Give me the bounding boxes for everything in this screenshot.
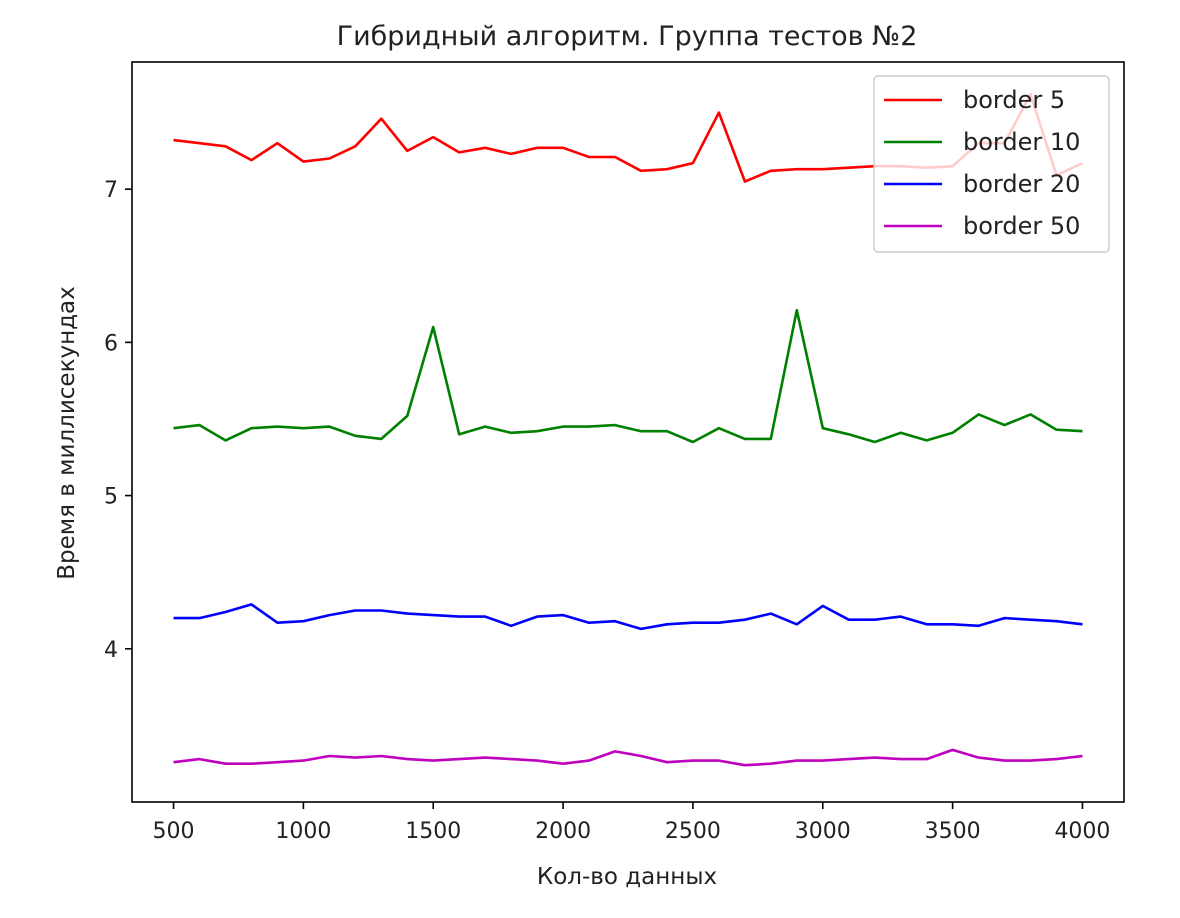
x-tick-label: 2000 <box>535 819 591 844</box>
series-line-4 <box>173 748 1083 767</box>
y-tick-label: 5 <box>104 485 118 510</box>
x-tick-label: 500 <box>153 819 195 844</box>
axes-frame <box>131 61 1125 803</box>
y-tick-label: 6 <box>104 331 118 356</box>
y-axis-label: Время в миллисекундах <box>54 286 80 580</box>
x-tick-label: 4000 <box>1054 819 1110 844</box>
chart-title: Гибридный алгоритм. Группа тестов №2 <box>337 21 918 52</box>
y-tick-label: 7 <box>104 178 118 203</box>
x-tick-label: 3000 <box>795 819 851 844</box>
series-line-3 <box>173 603 1083 631</box>
legend-label: border 10 <box>963 128 1080 156</box>
legend: border 5 border 10 border 20 border 50 <box>873 75 1110 253</box>
y-axis: 4 5 6 7 <box>104 178 132 663</box>
legend-label: border 50 <box>963 212 1080 240</box>
y-tick-label: 4 <box>104 638 118 663</box>
x-tick-label: 1000 <box>275 819 331 844</box>
legend-box <box>873 75 1110 253</box>
x-tick-label: 2500 <box>665 819 721 844</box>
x-tick-label: 1500 <box>405 819 461 844</box>
x-axis-label: Кол-во данных <box>537 864 717 890</box>
series-line-2 <box>173 308 1083 444</box>
x-axis: 500 1000 1500 2000 2500 3000 3500 4000 <box>153 802 1110 844</box>
legend-label: border 20 <box>963 170 1080 198</box>
x-tick-label: 3500 <box>925 819 981 844</box>
legend-label: border 5 <box>963 86 1065 114</box>
